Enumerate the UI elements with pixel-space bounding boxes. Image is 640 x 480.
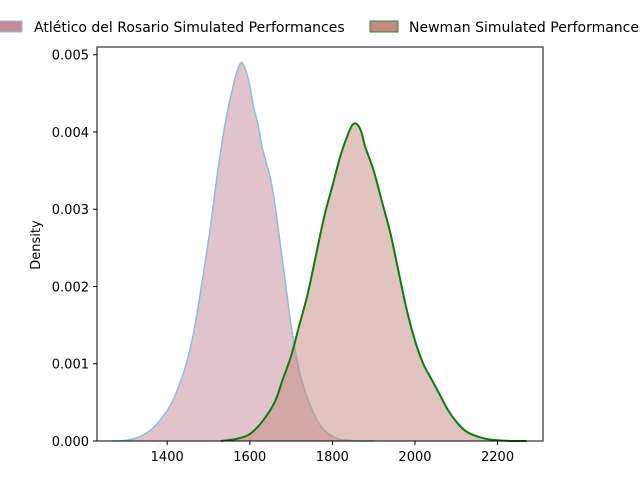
x-tick-label: 1600 [233,450,266,465]
y-tick-label: 0.003 [52,203,89,218]
axes-frame [96,46,544,442]
legend-label-newman: Newman Simulated Performances [409,20,640,36]
legend-swatch-atletico [0,20,23,33]
x-tick-label: 1400 [151,450,184,465]
y-tick-label: 0.002 [52,280,89,295]
x-tick-label: 1800 [316,450,349,465]
plot-area: 1400 1600 1800 2000 2200 0.000 0.001 0.002 0.003… [52,46,544,465]
x-tick-label: 2000 [398,450,431,465]
y-tick-label: 0.005 [52,49,89,64]
legend: Atlético del Rosario Simulated Performan… [0,20,640,36]
y-tick-label: 0.001 [52,358,89,373]
legend-label-atletico: Atlético del Rosario Simulated Performan… [34,20,345,36]
x-tick-label: 2200 [481,450,514,465]
y-axis-label: Density [29,220,44,270]
density-area-0 [111,62,374,441]
density-line-1 [220,122,527,442]
y-tick-label: 0.000 [52,435,89,450]
density-area-1 [220,123,527,441]
y-tick-label: 0.004 [52,126,89,141]
legend-swatch-newman [369,20,399,33]
